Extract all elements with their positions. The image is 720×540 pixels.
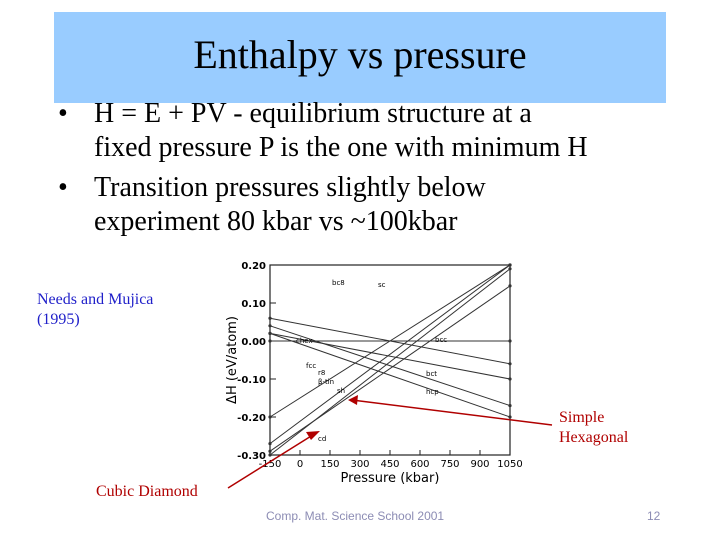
y-axis-label: ΔH (eV/atom)	[225, 316, 240, 404]
line-label: bc8	[332, 279, 345, 287]
bullet-list: • H = E + PV - equilibrium structure at …	[58, 97, 698, 245]
footer-text: Comp. Mat. Science School 2001	[266, 509, 445, 523]
annotation-simple-hexagonal: Simple Hexagonal	[559, 408, 628, 448]
line-label: β-tin	[318, 378, 334, 386]
series-line-cd	[269, 264, 511, 445]
line-label: sh	[337, 387, 345, 395]
y-tick-label: 0.20	[241, 261, 266, 272]
line-label: sc	[378, 281, 386, 289]
annotation-line: Simple	[559, 409, 605, 426]
line-label: bct	[426, 370, 437, 378]
bullet-line: Transition pressures slightly below	[94, 172, 486, 203]
x-tick-label: 750	[440, 459, 459, 470]
data-point	[268, 442, 272, 446]
line-label: fcc	[306, 362, 316, 370]
y-tick-label: -0.10	[237, 375, 266, 386]
data-point	[268, 453, 272, 457]
data-point	[508, 415, 512, 419]
x-tick-label: 300	[350, 459, 369, 470]
line-label: bcc	[435, 336, 447, 344]
x-tick-label: 1050	[497, 459, 522, 470]
data-point	[508, 377, 512, 381]
data-point	[508, 284, 512, 288]
page-number: 12	[647, 509, 661, 523]
enthalpy-chart: 0.200.100.00-0.10-0.20-0.30-150 0 150 300 45…	[225, 261, 523, 486]
annotation-cubic-diamond: Cubic Diamond	[96, 483, 198, 500]
series-line-hcp	[269, 325, 511, 407]
data-point	[508, 263, 512, 267]
line-label: chex	[296, 337, 313, 345]
bullet-line: fixed pressure P is the one with minimum…	[94, 132, 588, 163]
slide-title: Enthalpy vs pressure	[193, 32, 527, 77]
x-tick-label: -150	[259, 459, 282, 470]
data-point	[508, 362, 512, 366]
data-point	[508, 339, 512, 343]
series-line-sh	[269, 332, 511, 418]
line-label: cd	[318, 435, 326, 443]
citation-line: Needs and Mujica	[37, 291, 154, 308]
title-band	[54, 12, 666, 103]
y-tick-label: -0.20	[237, 413, 266, 424]
citation: Needs and Mujica (1995)	[37, 290, 153, 330]
bullet-line: experiment 80 kbar vs ~100kbar	[94, 206, 458, 237]
data-point	[268, 324, 272, 328]
bullet-item: • Transition pressures slightly below ex…	[58, 171, 698, 239]
x-axis-label: Pressure (kbar)	[341, 471, 440, 486]
y-tick-label: 0.10	[241, 299, 266, 310]
line-label: hcp	[426, 388, 439, 396]
bullet-marker: •	[58, 172, 68, 203]
data-point	[268, 449, 272, 453]
data-point	[268, 316, 272, 320]
data-point	[508, 267, 512, 271]
x-tick-label: 150	[320, 459, 339, 470]
x-tick-label: 600	[410, 459, 429, 470]
data-point	[268, 331, 272, 335]
data-point	[268, 339, 272, 343]
citation-line: (1995)	[37, 311, 80, 328]
x-tick-label: 900	[470, 459, 489, 470]
y-tick-label: 0.00	[241, 337, 266, 348]
line-label: r8	[318, 369, 325, 377]
bullet-item: • H = E + PV - equilibrium structure at …	[58, 97, 698, 165]
annotation-line: Hexagonal	[559, 429, 629, 446]
x-tick-label: 0	[297, 459, 303, 470]
series-line-r8	[269, 264, 511, 418]
series-line-sc	[269, 268, 511, 456]
bullet-marker: •	[58, 98, 68, 129]
x-tick-label: 450	[380, 459, 399, 470]
data-point	[508, 404, 512, 408]
series-line--tin	[269, 332, 511, 380]
bullet-line: H = E + PV - equilibrium structure at a	[94, 98, 532, 129]
data-point	[268, 415, 272, 419]
